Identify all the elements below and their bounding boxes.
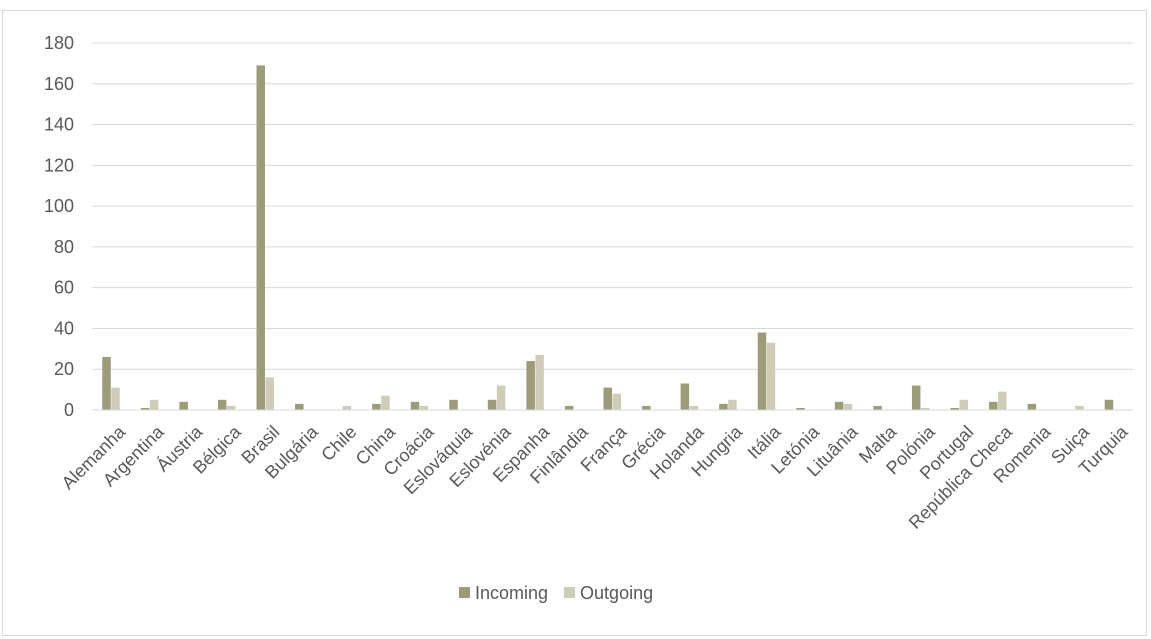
legend-swatch xyxy=(564,587,576,598)
bar-outgoing xyxy=(226,405,236,410)
bar-incoming xyxy=(140,407,150,410)
y-axis-tick-labels: 0 20 40 60 80 100 120 140 160 180 xyxy=(44,33,74,420)
bar-incoming xyxy=(757,332,767,410)
bar-outgoing xyxy=(535,354,544,410)
bar-incoming xyxy=(719,403,728,410)
bar-incoming xyxy=(256,65,265,410)
bar-incoming xyxy=(1027,403,1037,410)
y-tick-label: 80 xyxy=(54,237,74,257)
bar-outgoing xyxy=(419,405,429,410)
bar-incoming xyxy=(295,403,304,410)
y-tick-label: 100 xyxy=(44,196,74,216)
bar-outgoing xyxy=(265,377,274,410)
bar-incoming xyxy=(873,405,882,410)
legend-label: Incoming xyxy=(475,583,548,603)
bar-outgoing xyxy=(959,399,968,410)
y-tick-label: 160 xyxy=(44,74,74,94)
bar-outgoing xyxy=(843,403,853,410)
bar-incoming xyxy=(487,399,497,410)
bar-incoming xyxy=(217,399,227,410)
bar-outgoing xyxy=(496,385,506,410)
bar-outgoing xyxy=(1075,405,1084,410)
bar-incoming xyxy=(179,401,188,410)
bar-outgoing xyxy=(111,387,120,410)
bar-incoming xyxy=(449,399,458,410)
bar-incoming xyxy=(603,387,612,410)
bars xyxy=(102,65,1114,410)
y-tick-label: 180 xyxy=(44,33,74,53)
bar-incoming xyxy=(950,407,959,410)
y-tick-label: 20 xyxy=(54,359,74,379)
bar-outgoing xyxy=(766,342,776,410)
bar-outgoing xyxy=(342,405,352,410)
bar-incoming xyxy=(372,403,381,410)
bar-outgoing xyxy=(689,405,699,410)
bar-incoming xyxy=(642,405,651,410)
bar-incoming xyxy=(410,401,420,410)
y-tick-label: 140 xyxy=(44,115,74,135)
bar-outgoing xyxy=(149,399,159,410)
bar-incoming xyxy=(796,407,805,410)
bar-outgoing xyxy=(920,407,930,410)
bar-outgoing xyxy=(728,399,737,410)
y-tick-label: 0 xyxy=(64,400,74,420)
bar-outgoing xyxy=(612,393,621,410)
x-axis-tick-labels: AlemanhaArgentinaÁustriaBélgicaBrasilBul… xyxy=(58,421,1133,533)
y-tick-label: 120 xyxy=(44,155,74,175)
legend-label: Outgoing xyxy=(580,583,653,603)
bar-outgoing xyxy=(998,391,1007,410)
chart-frame xyxy=(2,10,1147,636)
y-tick-label: 40 xyxy=(54,318,74,338)
bar-incoming xyxy=(834,401,844,410)
gridlines xyxy=(92,42,1133,370)
bar-incoming xyxy=(102,356,111,410)
bar-incoming xyxy=(680,383,690,410)
legend-swatch xyxy=(459,587,470,598)
y-tick-label: 60 xyxy=(54,278,74,298)
bar-incoming xyxy=(526,361,535,410)
bar-incoming xyxy=(911,385,921,410)
bar-incoming xyxy=(1104,399,1114,410)
bar-incoming xyxy=(989,401,998,410)
bar-incoming xyxy=(564,405,574,410)
legend: Incoming Outgoing xyxy=(459,583,653,603)
bar-outgoing xyxy=(381,395,390,410)
